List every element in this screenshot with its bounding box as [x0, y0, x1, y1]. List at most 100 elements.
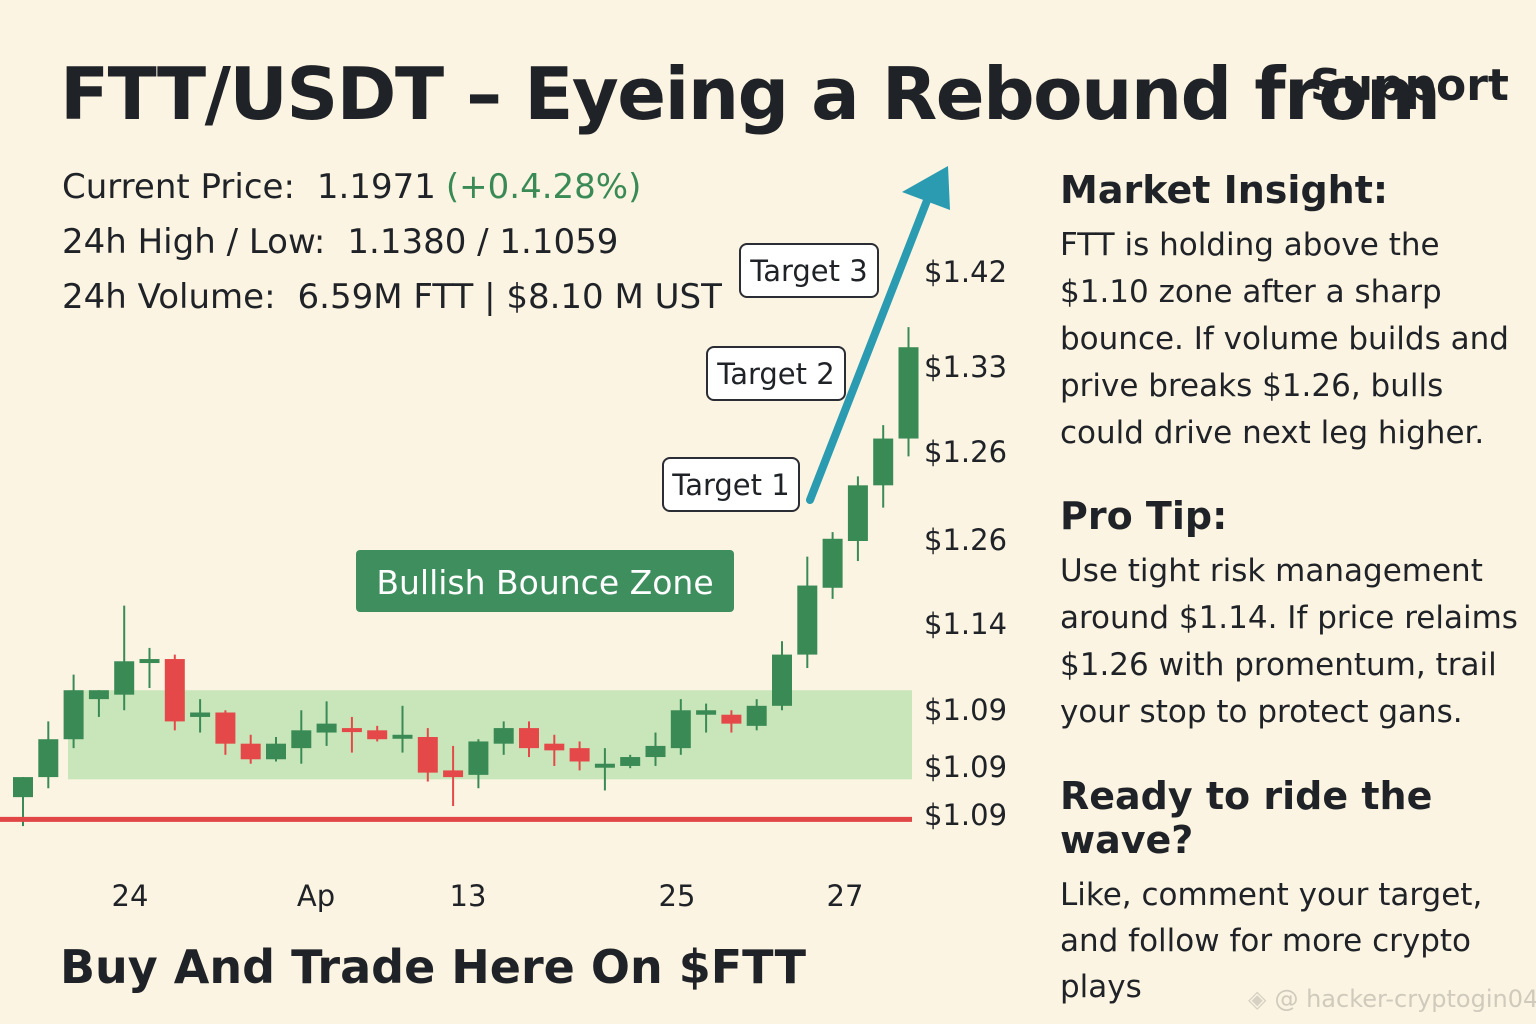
- candle-body: [38, 739, 59, 778]
- x-tick-label: 13: [450, 879, 487, 913]
- current-price-value: 1.1971: [316, 167, 436, 207]
- high-low-value: 1.1380 / 1.1059: [347, 222, 619, 262]
- page-title-tail: Support: [1310, 60, 1509, 111]
- candle-body: [190, 712, 211, 717]
- zone-label-badge: Bullish Bounce Zone: [356, 550, 734, 612]
- watermark-text: @ hacker-cryptogin04: [1274, 985, 1536, 1013]
- candle: [620, 754, 641, 769]
- candle-body: [88, 690, 109, 700]
- candle-body: [594, 763, 615, 768]
- candle-body: [797, 585, 818, 655]
- candle-body: [291, 730, 312, 749]
- candle-body: [240, 743, 261, 760]
- watermark: ◈ @ hacker-cryptogin04: [1248, 985, 1536, 1013]
- pro-tip-panel: Pro Tip: Use tight risk management aroun…: [1060, 494, 1530, 736]
- footer-cta: Buy And Trade Here On $FTT: [60, 940, 806, 994]
- candle-body: [139, 659, 160, 664]
- price-stats: Current Price: 1.1971 (+0.4.28%) 24h High …: [62, 160, 722, 325]
- page-title: FTT/USDT – Eyeing a Rebound from: [60, 52, 1441, 136]
- x-tick-label: 25: [659, 879, 696, 913]
- market-insight-heading: Market Insight:: [1060, 168, 1389, 212]
- cta-heading: Ready to ride the wave?: [1060, 774, 1433, 862]
- candle: [873, 425, 894, 508]
- y-tick-label: $1.26: [924, 435, 1007, 469]
- candle: [670, 699, 691, 755]
- current-price-row: Current Price: 1.1971 (+0.4.28%): [62, 160, 722, 215]
- candle: [316, 701, 337, 746]
- candle: [847, 476, 868, 562]
- diamond-logo-icon: ◈: [1248, 985, 1267, 1013]
- zone-label-bg: [356, 550, 734, 612]
- candle: [822, 532, 843, 599]
- candle: [392, 705, 413, 753]
- high-low-label: 24h High / Low:: [62, 222, 326, 262]
- candle: [164, 654, 185, 731]
- market-insight-text: FTT is holding above the $1.10 zone afte…: [1060, 227, 1509, 451]
- candle: [519, 721, 539, 758]
- candle: [63, 674, 84, 749]
- candle-body: [443, 770, 464, 778]
- candle-body: [772, 654, 792, 706]
- arrow-head: [902, 166, 950, 210]
- candle-body: [898, 347, 919, 439]
- candle-body: [847, 485, 868, 541]
- candle: [544, 734, 565, 766]
- candle-body: [645, 745, 666, 758]
- cta-text: Like, comment your target, and follow fo…: [1060, 877, 1483, 1005]
- candle: [417, 728, 438, 782]
- candle-body: [215, 712, 236, 744]
- target-3-label: Target 3: [749, 254, 867, 288]
- candle-body: [696, 710, 717, 715]
- current-price-change: (+0.4.28%): [445, 167, 642, 207]
- candle: [114, 605, 135, 711]
- candle: [190, 699, 211, 733]
- target-1-box: Target 1: [662, 457, 800, 512]
- cta-panel: Ready to ride the wave? Like, comment yo…: [1060, 774, 1530, 1010]
- bounce-zone-band: [68, 690, 912, 780]
- candle-body: [316, 723, 337, 733]
- candle: [266, 737, 286, 762]
- candle-body: [493, 728, 514, 744]
- candle-body: [519, 728, 539, 749]
- pro-tip-heading: Pro Tip:: [1060, 494, 1228, 538]
- candle: [341, 716, 362, 753]
- candle-body: [569, 748, 590, 762]
- target-2-label: Target 2: [716, 357, 834, 391]
- y-tick-label: $1.09: [924, 798, 1007, 832]
- candle: [721, 710, 742, 733]
- volume-label: 24h Volume:: [62, 277, 276, 317]
- candle: [367, 725, 388, 742]
- market-insight-panel: Market Insight: FTT is holding above the…: [1060, 168, 1530, 457]
- candle: [594, 748, 615, 791]
- target-1-label: Target 1: [671, 468, 789, 502]
- candle: [898, 327, 919, 457]
- x-tick-label: Ap: [297, 879, 335, 913]
- candle: [569, 741, 590, 771]
- bullish-bounce-zone: [68, 690, 912, 780]
- candle-body: [114, 661, 135, 695]
- candle-body: [13, 777, 33, 798]
- volume-value: 6.59M FTT | $8.10 M UST: [297, 277, 722, 317]
- x-tick-label: 27: [827, 879, 864, 913]
- high-low-row: 24h High / Low: 1.1380 / 1.1059: [62, 215, 722, 270]
- candle: [215, 710, 236, 755]
- candle-body: [468, 741, 489, 775]
- candle: [746, 699, 767, 731]
- candle: [493, 721, 514, 755]
- target-2-box: Target 2: [706, 346, 846, 401]
- candle: [88, 690, 109, 717]
- candle-body: [873, 438, 894, 486]
- candle: [38, 721, 59, 789]
- candle: [291, 710, 312, 764]
- candle-body: [746, 705, 767, 726]
- arrow-shaft: [806, 194, 932, 504]
- y-tick-label: $1.33: [924, 350, 1007, 384]
- candles: [13, 327, 919, 827]
- candle-body: [164, 659, 185, 722]
- y-tick-label: $1.09: [924, 750, 1007, 784]
- y-axis-ticks: $1.42 $1.33 $1.26 $1.26 $1.14 $1.09 $1.09 $1.09: [924, 255, 1007, 832]
- candle: [645, 732, 666, 766]
- pro-tip-text: Use tight risk management around $1.14. …: [1060, 553, 1518, 730]
- candle: [696, 703, 717, 733]
